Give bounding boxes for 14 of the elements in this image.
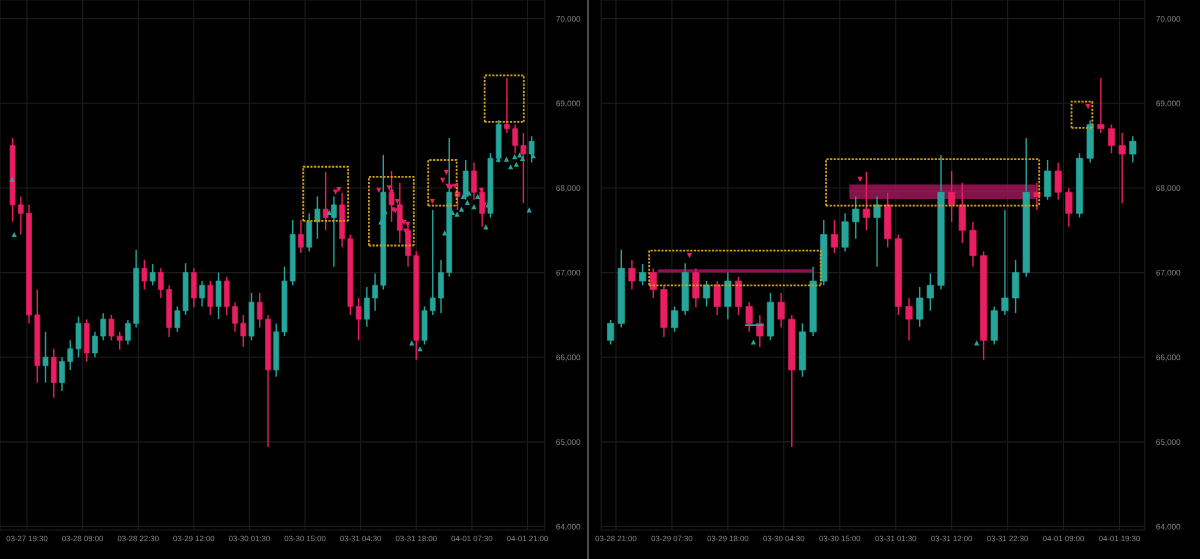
y-tick-label: 64,000	[1156, 523, 1181, 531]
y-tick-label: 65,000	[1156, 439, 1181, 446]
y-tick-label: 66,000	[1156, 354, 1181, 362]
y-tick-label: 67,000	[1156, 269, 1181, 277]
y-tick-label: 65,000	[556, 439, 581, 446]
y-tick-label: 70,000	[556, 15, 581, 23]
y-tick-label: 70,000	[1156, 15, 1181, 23]
y-tick-label: 67,000	[556, 269, 581, 277]
y-tick-label: 64,000	[556, 523, 581, 531]
y-tick-label: 66,000	[556, 354, 581, 362]
y-tick-label: 68,000	[556, 185, 581, 192]
y-tick-label: 69,000	[1156, 100, 1181, 108]
y-tick-label: 69,000	[556, 100, 581, 108]
y-tick-label: 68,000	[1156, 185, 1181, 192]
